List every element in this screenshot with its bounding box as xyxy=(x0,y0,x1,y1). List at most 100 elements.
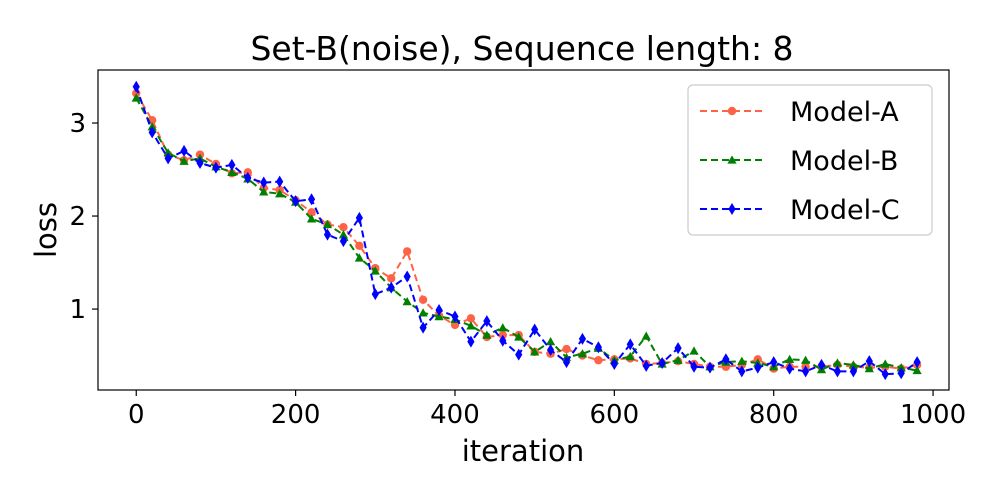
x-axis-ticks: 0 200 400 600 800 1000 xyxy=(128,390,966,430)
x-axis-label: iteration xyxy=(462,434,585,468)
data-point-model-c xyxy=(801,365,810,378)
data-point-model-c xyxy=(770,356,778,369)
data-point-model-c xyxy=(196,157,204,170)
legend-swatch-marker xyxy=(728,203,736,215)
data-point-model-c xyxy=(913,356,921,369)
data-point-model-c xyxy=(833,365,842,378)
data-point-model-a xyxy=(562,344,571,354)
y-axis-label: loss xyxy=(29,202,63,258)
data-point-model-c xyxy=(594,341,603,354)
data-point-model-c xyxy=(658,357,666,370)
data-point-model-c xyxy=(228,158,236,171)
data-point-model-c xyxy=(722,353,730,366)
data-point-model-b xyxy=(418,308,428,317)
data-point-model-c xyxy=(562,356,571,369)
x-tick-label: 600 xyxy=(590,400,640,430)
data-point-model-c xyxy=(292,195,300,208)
series-model-c xyxy=(132,80,921,381)
x-tick-label: 800 xyxy=(749,400,799,430)
data-point-model-c xyxy=(244,171,252,184)
data-point-model-c xyxy=(865,355,873,368)
x-tick-label: 0 xyxy=(128,400,145,430)
data-point-model-b xyxy=(227,167,237,177)
data-point-model-b xyxy=(370,266,380,275)
legend-items: Model-A Model-B Model-C xyxy=(700,97,900,226)
data-point-model-c xyxy=(483,315,491,328)
y-tick-label: 3 xyxy=(69,109,86,139)
y-tick-label: 1 xyxy=(69,295,86,325)
data-point-model-c xyxy=(371,288,379,301)
data-point-model-a xyxy=(402,247,412,256)
data-point-model-c xyxy=(339,235,348,248)
x-tick-label: 200 xyxy=(271,400,321,430)
data-point-model-b xyxy=(163,148,173,157)
legend-box xyxy=(687,84,933,236)
data-point-model-b xyxy=(275,189,285,198)
data-point-model-b xyxy=(689,346,699,355)
data-point-model-c xyxy=(212,161,220,174)
data-point-model-c xyxy=(260,176,268,189)
data-point-model-c xyxy=(897,367,905,380)
legend-item-model-c: Model-C xyxy=(700,195,900,226)
y-axis-ticks: 1 2 3 xyxy=(69,109,98,325)
data-point-model-c xyxy=(467,335,475,348)
data-point-model-b xyxy=(131,93,141,102)
legend-item-model-b: Model-B xyxy=(700,146,898,177)
data-point-model-c xyxy=(323,228,332,241)
data-point-model-b xyxy=(338,230,349,239)
data-point-model-c xyxy=(546,344,555,356)
data-point-model-c xyxy=(849,365,857,378)
data-point-model-a xyxy=(594,356,603,365)
data-point-model-a xyxy=(355,241,364,251)
data-point-model-c xyxy=(403,270,411,283)
data-point-model-c xyxy=(499,334,507,347)
legend: Model-A Model-B Model-C xyxy=(687,84,933,236)
data-point-model-b xyxy=(482,330,492,339)
data-point-model-b xyxy=(800,355,811,364)
data-point-model-c xyxy=(515,348,523,361)
data-point-model-c xyxy=(451,310,459,323)
data-point-model-b xyxy=(147,122,157,131)
data-point-model-b xyxy=(322,219,333,229)
data-point-model-c xyxy=(132,80,140,93)
legend-label: Model-C xyxy=(790,195,900,226)
data-point-model-b xyxy=(896,363,906,372)
y-tick-label: 2 xyxy=(69,202,86,232)
data-point-model-c xyxy=(148,126,156,139)
plot-area xyxy=(97,69,950,391)
data-point-model-b xyxy=(530,347,540,356)
data-point-model-c xyxy=(164,152,172,165)
x-tick-label: 400 xyxy=(430,400,480,430)
data-point-model-a xyxy=(466,314,476,323)
data-point-model-b xyxy=(306,214,317,223)
data-point-model-b xyxy=(832,358,843,367)
data-point-model-c xyxy=(754,361,762,374)
data-point-model-c xyxy=(817,358,826,371)
data-point-model-b xyxy=(434,311,444,321)
data-point-model-c xyxy=(276,175,284,188)
legend-swatch-marker xyxy=(727,106,737,116)
legend-item-model-a: Model-A xyxy=(700,97,899,128)
data-point-model-a xyxy=(307,208,316,217)
data-point-model-c xyxy=(307,193,316,206)
data-point-model-c xyxy=(180,144,188,157)
data-point-model-c xyxy=(881,368,889,381)
data-point-model-b xyxy=(880,359,890,368)
data-point-model-a xyxy=(418,295,428,304)
data-point-model-b xyxy=(912,365,922,375)
data-point-model-c xyxy=(355,211,363,224)
legend-swatch-marker xyxy=(727,155,737,164)
data-point-model-c xyxy=(706,361,714,374)
x-tick-label: 1000 xyxy=(900,400,966,430)
data-point-model-b xyxy=(864,364,874,373)
data-point-model-b xyxy=(259,187,269,196)
data-point-model-b xyxy=(402,297,412,306)
axes-frame xyxy=(97,69,950,391)
legend-label: Model-A xyxy=(790,97,899,128)
data-point-model-b xyxy=(641,331,651,340)
data-point-model-b xyxy=(545,337,556,346)
data-point-model-c xyxy=(419,321,427,334)
data-point-model-b xyxy=(514,332,524,341)
data-point-model-c xyxy=(578,332,587,345)
